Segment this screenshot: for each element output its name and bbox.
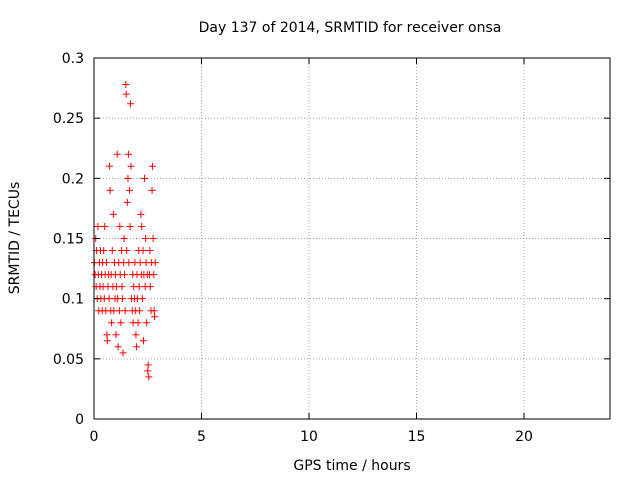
data-point	[105, 162, 113, 170]
data-point	[127, 100, 135, 108]
data-point	[145, 373, 153, 381]
data-point	[118, 295, 126, 303]
data-point	[102, 259, 110, 267]
data-point	[118, 283, 126, 291]
data-point	[141, 174, 149, 182]
x-tick-label: 0	[90, 429, 99, 445]
data-point	[94, 222, 102, 230]
data-point	[121, 271, 129, 279]
data-point	[112, 331, 120, 339]
data-point	[138, 295, 146, 303]
y-tick-label: 0.25	[53, 111, 84, 127]
data-point	[101, 222, 109, 230]
data-point	[144, 361, 152, 369]
x-tick-label: 15	[408, 429, 426, 445]
data-point	[123, 247, 131, 255]
y-tick-label: 0.1	[62, 292, 84, 308]
data-point	[142, 235, 150, 242]
data-point	[122, 90, 130, 98]
x-tick-label: 20	[515, 429, 533, 445]
data-point	[119, 349, 127, 357]
data-point	[117, 319, 125, 327]
data-point	[143, 319, 151, 327]
data-point	[116, 222, 124, 230]
y-tick-label: 0.15	[53, 232, 84, 248]
data-point	[126, 222, 134, 230]
data-point	[146, 247, 154, 255]
x-tick-label: 5	[197, 429, 206, 445]
y-tick-label: 0.3	[62, 51, 84, 67]
data-point	[122, 80, 130, 88]
data-point	[144, 367, 152, 375]
data-point	[148, 162, 156, 170]
data-point	[125, 259, 133, 267]
data-point	[124, 150, 132, 158]
grid-lines	[94, 58, 610, 419]
chart-title: Day 137 of 2014, SRMTID for receiver ons…	[199, 20, 502, 36]
data-point	[100, 247, 108, 255]
data-point	[114, 343, 122, 351]
data-point	[139, 337, 147, 345]
data-point	[133, 343, 141, 351]
data-point	[146, 283, 154, 291]
data-point	[108, 319, 116, 327]
data-point	[120, 235, 128, 242]
data-point	[132, 331, 140, 339]
data-point	[151, 313, 159, 321]
data-point	[124, 174, 132, 182]
data-point	[127, 162, 135, 170]
data-point	[137, 210, 145, 218]
data-point	[150, 307, 158, 315]
y-tick-label: 0.2	[62, 171, 84, 187]
data-point	[135, 283, 143, 291]
data-point	[151, 259, 159, 267]
data-point	[149, 235, 157, 242]
data-point	[136, 307, 144, 315]
data-point	[108, 247, 116, 255]
y-tick-label: 0	[75, 412, 84, 428]
data-point	[134, 319, 142, 327]
y-axis-ticks: 0 0.05 0.1 0.15 0.2 0.25 0.3	[53, 51, 610, 428]
x-tick-label: 10	[300, 429, 318, 445]
data-point	[123, 198, 131, 206]
x-axis-ticks: 0 5 10 15 20	[90, 58, 533, 445]
data-point	[125, 186, 133, 194]
data-point	[103, 331, 111, 339]
data-point	[150, 271, 158, 279]
data-point	[148, 186, 156, 194]
data-point	[113, 150, 121, 158]
data-point	[106, 186, 114, 194]
y-tick-label: 0.05	[53, 352, 84, 368]
data-points	[90, 80, 159, 381]
data-point	[121, 307, 129, 315]
data-point	[139, 247, 147, 255]
data-point	[105, 295, 113, 303]
data-point	[109, 210, 117, 218]
y-axis-label: SRMTID / TECUs	[7, 182, 23, 295]
data-point	[103, 337, 111, 345]
data-point	[138, 222, 146, 230]
x-axis-label: GPS time / hours	[293, 458, 410, 474]
